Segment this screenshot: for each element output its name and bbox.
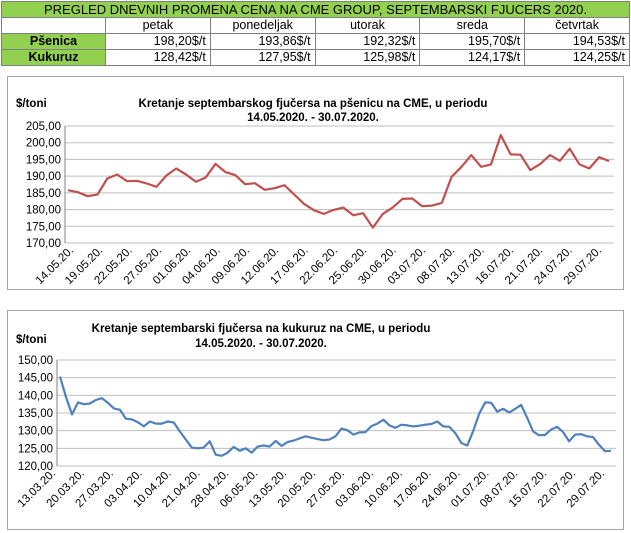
price-cell: 124,17$/t (419, 49, 526, 66)
chart-title: Kretanje septembarskog fjučersa na pšeni… (139, 98, 488, 110)
y-axis-label: $/toni (16, 334, 47, 346)
chart-subtitle: 14.05.2020. - 30.07.2020. (247, 112, 379, 124)
series-line (58, 376, 612, 457)
y-tick-label: 180,00 (26, 205, 61, 217)
row-label: Kukuruz (1, 49, 106, 66)
price-cell: 124,25$/t (524, 49, 630, 66)
table-row-wheat: Pšenica 198,20$/t 193,86$/t 192,32$/t 19… (1, 33, 630, 50)
y-tick-label: 120,00 (18, 461, 53, 473)
y-tick-label: 125,00 (18, 443, 53, 455)
series-line (67, 133, 610, 229)
y-tick-label: 190,00 (26, 171, 61, 183)
corn-chart-svg: $/toni Kretanje septembarski fjučersa na… (16, 323, 616, 510)
y-tick-label: 150,00 (18, 355, 53, 367)
table-title: PREGLED DNEVNIH PROMENA CENA NA CME GROU… (1, 1, 630, 18)
y-tick-label: 130,00 (18, 426, 53, 438)
y-axis-label: $/toni (16, 98, 47, 110)
day-header: utorak (314, 17, 421, 34)
row-label: Pšenica (1, 33, 106, 50)
y-tick-label: 170,00 (26, 238, 61, 250)
day-header: ponedeljak (209, 17, 316, 34)
price-table: PREGLED DNEVNIH PROMENA CENA NA CME GROU… (1, 1, 630, 66)
corn-chart: $/toni Kretanje septembarski fjučersa na… (7, 310, 624, 530)
price-cell: 125,98$/t (314, 49, 421, 66)
table-row-corn: Kukuruz 128,42$/t 127,95$/t 125,98$/t 12… (1, 49, 630, 66)
price-cell: 198,20$/t (105, 33, 211, 50)
day-header: četvrtak (524, 17, 630, 34)
price-cell: 127,95$/t (209, 49, 316, 66)
y-tick-label: 195,00 (26, 154, 61, 166)
chart-title: Kretanje septembarski fjučersa na kukuru… (92, 323, 431, 335)
price-cell: 192,32$/t (314, 33, 421, 50)
table-corner-cell (1, 17, 106, 34)
price-cell: 194,53$/t (524, 33, 630, 50)
day-header: petak (105, 17, 211, 34)
day-header: sreda (419, 17, 526, 34)
price-cell: 193,86$/t (209, 33, 316, 50)
wheat-chart-svg: $/toni Kretanje septembarskog fjučersa n… (16, 98, 614, 287)
y-tick-label: 185,00 (26, 188, 61, 200)
price-cell: 195,70$/t (419, 33, 526, 50)
y-tick-label: 205,00 (26, 121, 61, 133)
price-cell: 128,42$/t (105, 49, 211, 66)
wheat-chart: $/toni Kretanje septembarskog fjučersa n… (7, 76, 624, 290)
y-tick-label: 145,00 (18, 373, 53, 385)
y-tick-label: 135,00 (18, 408, 53, 420)
chart-subtitle: 14.05.2020. - 30.07.2020. (195, 338, 327, 350)
y-tick-label: 175,00 (26, 221, 61, 233)
y-tick-label: 200,00 (26, 138, 61, 150)
y-tick-label: 140,00 (18, 390, 53, 402)
